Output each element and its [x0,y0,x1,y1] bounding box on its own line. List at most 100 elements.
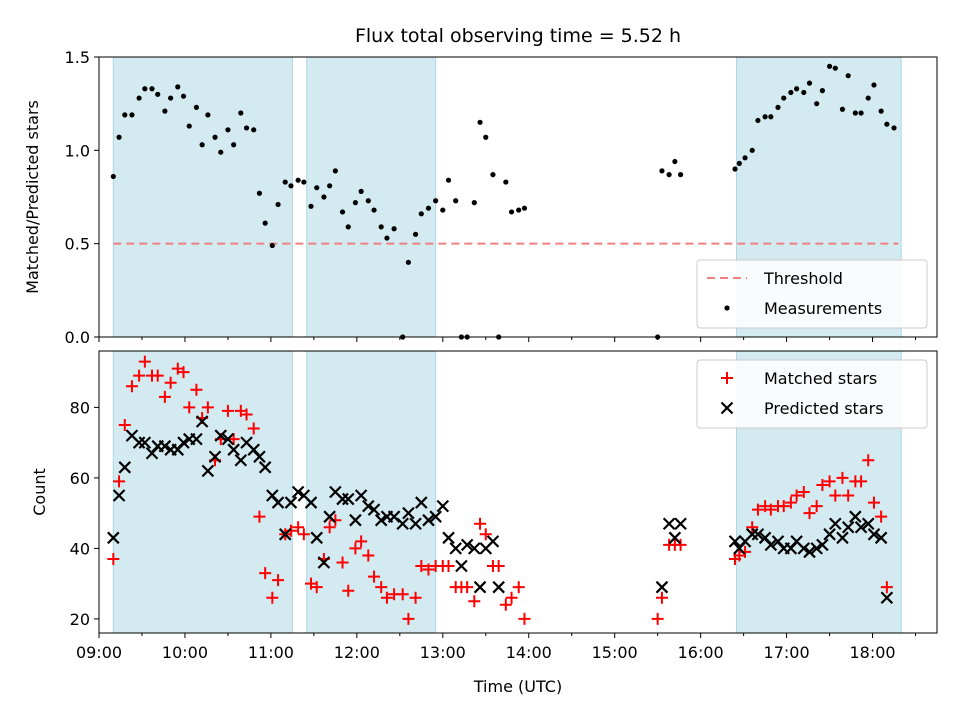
matched-star-point [867,496,880,509]
measurement-point [288,183,294,189]
measurement-point [205,112,211,118]
shaded-interval [306,350,437,634]
predicted-star-point [442,531,455,545]
measurement-point [508,209,515,215]
measurement-point [384,235,390,241]
measurement-point [352,200,359,206]
measurement-point [832,65,838,71]
measurement-point [483,134,489,140]
legend-label: Matched stars [764,369,877,388]
matched-star-point [240,408,253,421]
measurement-point [295,177,301,183]
x-tick-label: 10:00 [162,643,208,662]
measurement-point [365,198,371,204]
matched-star-point [297,528,310,541]
y-tick-label: 0.5 [65,235,90,254]
predicted-star-point [304,496,318,509]
predicted-star-point [492,580,505,594]
predicted-star-point [402,506,415,520]
measurement-point [852,110,858,116]
measurement-point [378,224,384,230]
x-tick-label: 15:00 [592,643,638,662]
predicted-star-point [208,450,222,464]
measurement-point [521,205,528,211]
matched-star-point [479,528,492,541]
top-panel: 0.0 0.5 1.0 1.5 Threshold Measurements [65,48,938,347]
matched-star-point [113,475,126,488]
matched-star-point [790,489,803,502]
measurement-point [471,200,477,206]
matched-star-point [415,560,428,573]
measurement-point [199,142,205,148]
measurement-point [110,173,116,180]
measurement-point [878,108,884,114]
matched-star-point [259,567,272,580]
measurement-point [445,177,452,183]
matched-star-point [368,570,381,583]
y-tick-label: 1.0 [65,141,90,160]
measurement-point [845,73,851,79]
predicted-star-point [829,517,842,531]
matched-star-point [349,542,362,555]
predicted-star-point [195,415,209,428]
predicted-star-point [336,492,349,506]
predicted-star-point [816,538,829,552]
matched-star-point [842,489,855,502]
predicted-star-point [190,432,203,446]
measurement-point [775,104,781,110]
measurement-point [503,179,509,185]
predicted-star-point [473,580,487,594]
legend-marker-swatch [724,305,730,311]
matched-star-point [336,556,349,569]
measurement-point [806,80,813,86]
predicted-star-point [201,464,215,478]
matched-star-point [810,500,823,513]
matched-star-point [442,560,455,573]
predicted-star-point [354,489,368,502]
measurement-point [839,106,846,112]
measurement-point [301,179,307,185]
shaded-interval [112,350,293,634]
measurement-point [742,155,748,161]
predicted-star-point [221,432,235,446]
predicted-star-point [158,439,172,453]
matched-star-point [329,514,342,527]
predicted-star-point [880,591,894,605]
matched-star-point [655,591,668,604]
measurement-point [453,198,459,204]
legend-marker-swatch [720,401,734,415]
matched-star-point [221,404,234,417]
matched-star-point [375,581,388,594]
measurement-point [736,160,742,166]
x-tick-label: 14:00 [506,643,552,662]
measurement-point [212,134,218,140]
measurement-point [405,259,412,265]
measurement-point [755,117,761,124]
predicted-star-point [674,517,687,531]
predicted-star-point [436,499,450,513]
predicted-star-point [341,492,355,506]
matched-star-point [823,475,836,488]
measurement-point [345,224,351,230]
measurement-point [269,242,275,249]
shaded-interval [306,56,437,338]
matched-star-point [474,517,487,530]
predicted-star-point [374,513,388,527]
predicted-star-point [227,443,240,456]
measurement-point [358,188,364,194]
measurement-point [762,114,768,120]
matched-star-point [151,369,164,382]
measurement-point [321,194,327,200]
measurement-point [749,147,755,153]
measurement-point [781,95,787,101]
measurement-point [332,168,338,174]
measurement-point [858,110,864,116]
measurement-point [391,226,397,232]
measurement-point [826,63,833,69]
measurement-point [129,112,135,118]
predicted-star-point [867,528,881,541]
predicted-star-point [422,513,435,527]
matched-star-point [125,380,138,393]
x-tick-label: 17:00 [764,643,810,662]
matched-star-point [512,581,525,594]
